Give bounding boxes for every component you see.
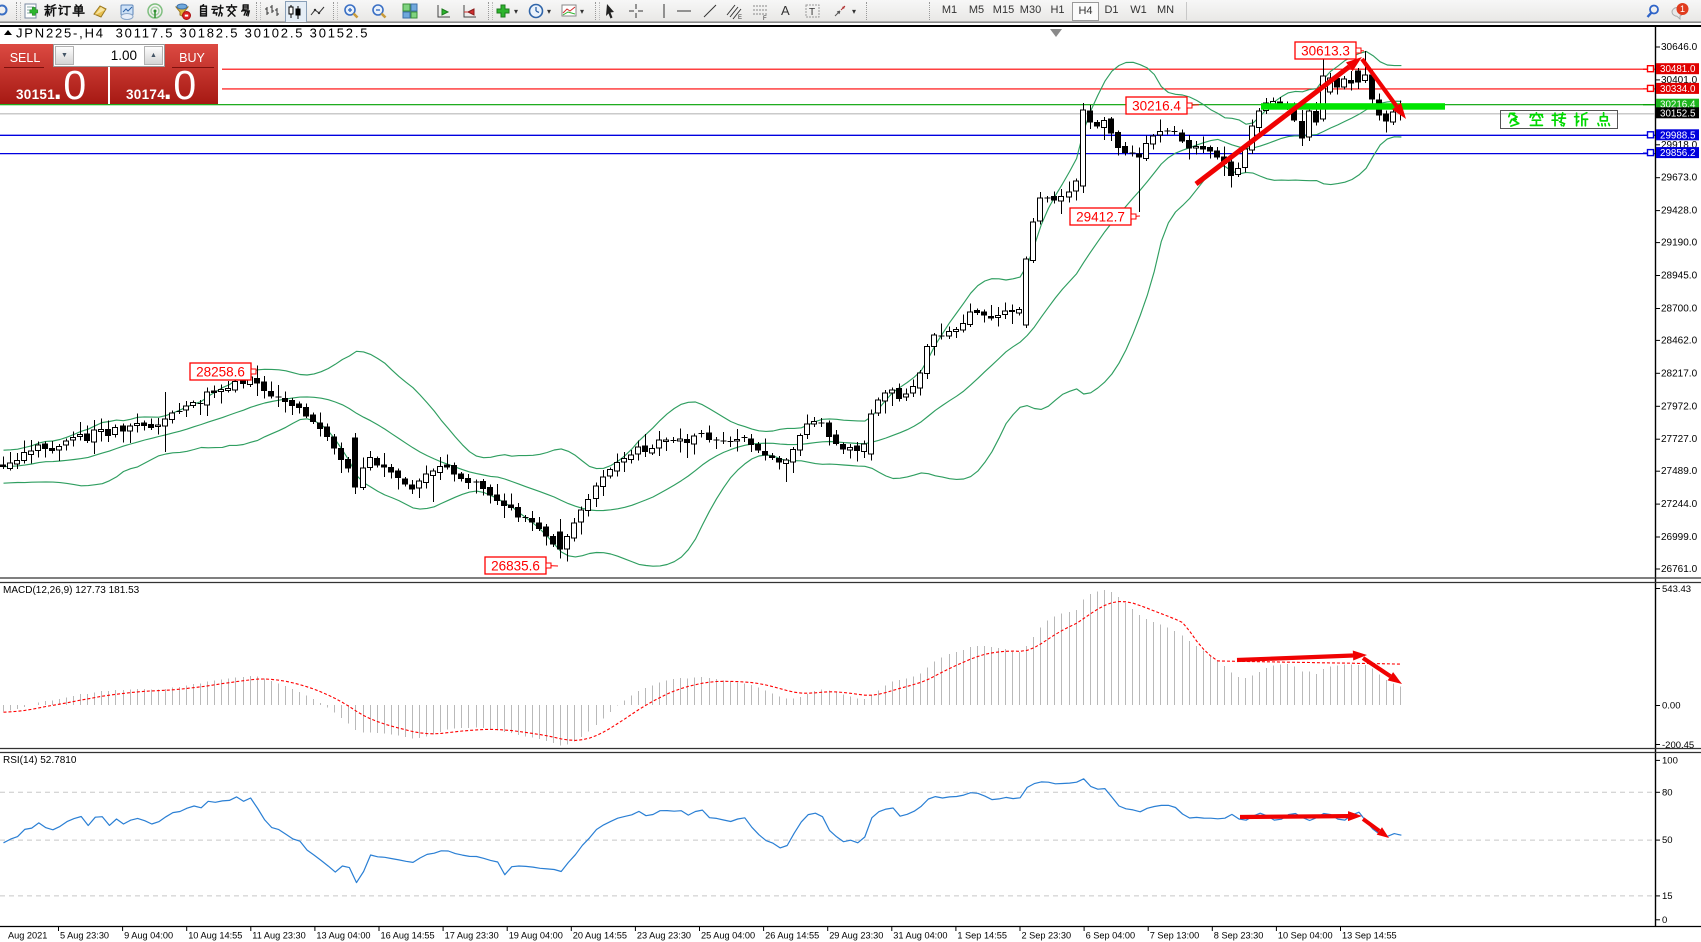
svg-text:MACD(12,26,9) 127.73 181.53: MACD(12,26,9) 127.73 181.53	[3, 585, 140, 596]
svg-text:28700.0: 28700.0	[1661, 304, 1698, 315]
svg-text:T: T	[809, 7, 815, 18]
svg-text:2 Sep 23:30: 2 Sep 23:30	[1022, 931, 1072, 941]
svg-text:26761.0: 26761.0	[1661, 564, 1698, 575]
svg-text:5 Aug 23:30: 5 Aug 23:30	[60, 931, 109, 941]
svg-text:29856.2: 29856.2	[1660, 148, 1695, 159]
svg-text:6 Sep 04:00: 6 Sep 04:00	[1086, 931, 1136, 941]
svg-text:30613.3: 30613.3	[1301, 44, 1350, 59]
svg-text:29428.0: 29428.0	[1661, 206, 1698, 217]
svg-text:28462.0: 28462.0	[1661, 335, 1698, 346]
svg-text:29412.7: 29412.7	[1076, 210, 1125, 225]
svg-text:0.00: 0.00	[1662, 701, 1681, 712]
svg-text:15: 15	[1662, 891, 1673, 902]
svg-text:27972.0: 27972.0	[1661, 401, 1698, 412]
svg-text:1 Sep 14:55: 1 Sep 14:55	[957, 931, 1007, 941]
svg-text:Aug 2021: Aug 2021	[8, 931, 47, 941]
svg-text:RSI(14) 52.7810: RSI(14) 52.7810	[3, 755, 77, 766]
svg-text:30401.0: 30401.0	[1661, 75, 1698, 86]
svg-text:8 Sep 23:30: 8 Sep 23:30	[1214, 931, 1264, 941]
svg-text:50: 50	[1662, 835, 1673, 846]
svg-text:28258.6: 28258.6	[196, 365, 245, 380]
svg-text:E: E	[738, 15, 742, 21]
svg-text:28217.0: 28217.0	[1661, 368, 1698, 379]
svg-text:20 Aug 14:55: 20 Aug 14:55	[573, 931, 627, 941]
svg-text:10 Sep 04:00: 10 Sep 04:00	[1278, 931, 1333, 941]
svg-text:29190.0: 29190.0	[1661, 238, 1698, 249]
svg-text:26999.0: 26999.0	[1661, 532, 1698, 543]
svg-text:543.43: 543.43	[1662, 584, 1691, 595]
svg-text:19 Aug 04:00: 19 Aug 04:00	[509, 931, 563, 941]
svg-text:27727.0: 27727.0	[1661, 434, 1698, 445]
svg-text:100: 100	[1662, 755, 1678, 766]
svg-text:30481.0: 30481.0	[1660, 64, 1696, 75]
svg-text:0: 0	[1662, 915, 1667, 926]
svg-text:13 Sep 14:55: 13 Sep 14:55	[1342, 931, 1397, 941]
svg-text:29988.5: 29988.5	[1660, 130, 1696, 141]
svg-text:16 Aug 14:55: 16 Aug 14:55	[381, 931, 435, 941]
svg-text:30216.4: 30216.4	[1660, 100, 1696, 111]
svg-text:30646.0: 30646.0	[1661, 42, 1698, 53]
svg-text:29 Aug 23:30: 29 Aug 23:30	[829, 931, 883, 941]
svg-text:26 Aug 14:55: 26 Aug 14:55	[765, 931, 819, 941]
svg-text:23 Aug 23:30: 23 Aug 23:30	[637, 931, 691, 941]
svg-text:F: F	[763, 16, 767, 21]
svg-text:26835.6: 26835.6	[491, 559, 540, 574]
svg-text:29673.0: 29673.0	[1661, 173, 1698, 184]
svg-text:1: 1	[1680, 4, 1685, 14]
svg-text:17 Aug 23:30: 17 Aug 23:30	[445, 931, 499, 941]
svg-text:27244.0: 27244.0	[1661, 499, 1698, 510]
svg-text:28945.0: 28945.0	[1661, 271, 1698, 282]
svg-text:13 Aug 04:00: 13 Aug 04:00	[316, 931, 370, 941]
svg-text:7 Sep 13:00: 7 Sep 13:00	[1150, 931, 1200, 941]
svg-text:25 Aug 04:00: 25 Aug 04:00	[701, 931, 755, 941]
svg-text:-200.45: -200.45	[1662, 740, 1694, 751]
svg-text:11 Aug 23:30: 11 Aug 23:30	[252, 931, 305, 941]
svg-text:30152.5: 30152.5	[1660, 108, 1696, 119]
svg-text:9 Aug 04:00: 9 Aug 04:00	[124, 931, 173, 941]
svg-text:30334.0: 30334.0	[1660, 84, 1696, 95]
svg-text:80: 80	[1662, 787, 1673, 798]
svg-text:27489.0: 27489.0	[1661, 466, 1698, 477]
svg-text:29918.0: 29918.0	[1661, 140, 1698, 151]
svg-text:JPN225-,H4 30117.5 30182.5 30: JPN225-,H4 30117.5 30182.5 30102.5 30152…	[16, 26, 369, 41]
svg-text:10 Aug 14:55: 10 Aug 14:55	[188, 931, 242, 941]
svg-text:30216.4: 30216.4	[1132, 99, 1181, 114]
svg-text:31 Aug 04:00: 31 Aug 04:00	[893, 931, 947, 941]
